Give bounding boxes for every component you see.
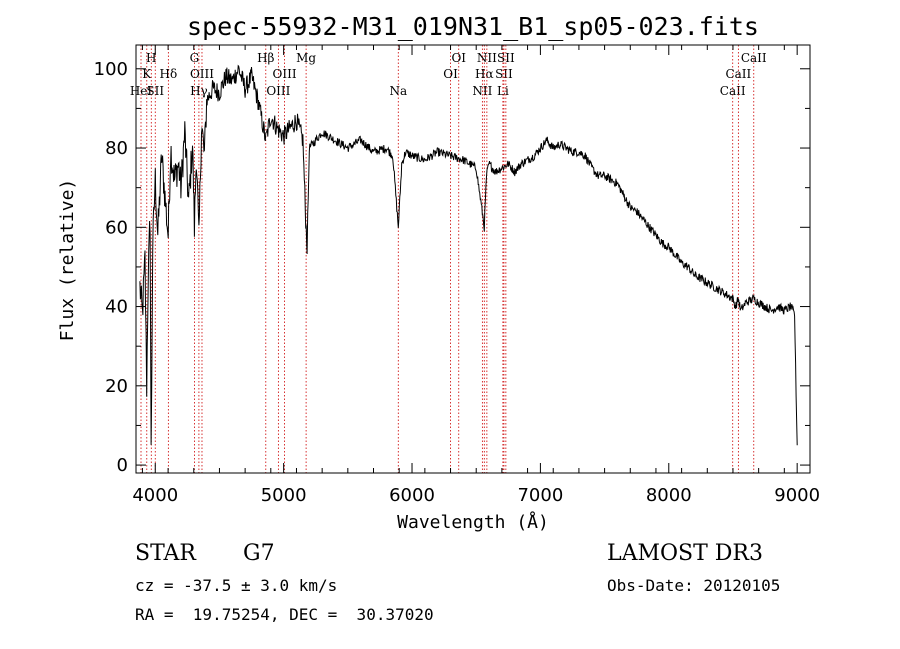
x-tick-label: 5000 — [261, 485, 307, 506]
y-tick-label: 80 — [105, 138, 128, 159]
line-label-caii: CaII — [725, 67, 751, 81]
y-tick-label: 60 — [105, 217, 128, 238]
x-tick-label: 9000 — [774, 485, 820, 506]
x-axis-label: Wavelength (Å) — [397, 511, 549, 533]
spectrum-line — [139, 64, 798, 446]
sky-coordinates: RA = 19.75254, DEC = 30.37020 — [135, 605, 434, 624]
spectral-line-markers: HeIKHSIIHδGHγOIIIHβOIIIOIIIMgNaOIOINIIHα… — [130, 45, 767, 473]
y-axis-label: Flux (relative) — [57, 179, 78, 342]
y-tick-label: 100 — [94, 59, 128, 80]
line-label-mg: Mg — [296, 51, 316, 65]
line-label-li: Li — [497, 84, 509, 98]
x-tick-label: 6000 — [389, 485, 435, 506]
observation-date: Obs-Date: 20120105 — [607, 576, 780, 595]
line-label-k: K — [142, 67, 152, 81]
object-subclass: G7 — [243, 541, 275, 566]
line-label-caii: CaII — [720, 84, 746, 98]
y-axis-ticks: 0 20 40 60 80 100 — [94, 59, 810, 476]
line-label-sii: SII — [497, 51, 515, 65]
line-label-na: Na — [389, 84, 407, 98]
survey-name: LAMOST DR3 — [607, 541, 763, 566]
line-label-nii: NII — [477, 51, 497, 65]
line-label-hα: Hα — [475, 67, 494, 81]
line-label-hβ: Hβ — [257, 51, 274, 65]
line-label-nii: NII — [472, 84, 492, 98]
line-label-caii: CaII — [741, 51, 767, 65]
line-label-oiii: OIII — [273, 67, 297, 81]
line-label-oiii: OIII — [266, 84, 290, 98]
line-label-sii: SII — [146, 84, 164, 98]
line-label-hδ: Hδ — [160, 67, 178, 81]
line-label-oi: OI — [443, 67, 458, 81]
line-label-oi: OI — [451, 51, 466, 65]
y-tick-label: 20 — [105, 376, 128, 397]
line-label-g: G — [190, 51, 200, 65]
line-label-hγ: Hγ — [190, 84, 208, 98]
x-tick-label: 8000 — [646, 485, 692, 506]
chart-title: spec-55932-M31_019N31_B1_sp05-023.fits — [187, 12, 759, 41]
line-label-sii: SII — [495, 67, 513, 81]
line-label-h: H — [146, 51, 156, 65]
x-tick-label: 4000 — [132, 485, 178, 506]
plot-frame — [135, 44, 811, 474]
object-class: STAR — [135, 541, 197, 566]
redshift-velocity: cz = -37.5 ± 3.0 km/s — [135, 576, 337, 595]
x-axis-ticks: 4000 5000 6000 7000 8000 9000 — [132, 45, 820, 506]
y-tick-label: 0 — [117, 455, 128, 476]
x-tick-label: 7000 — [517, 485, 563, 506]
y-tick-label: 40 — [105, 297, 128, 318]
line-label-oiii: OIII — [190, 67, 214, 81]
